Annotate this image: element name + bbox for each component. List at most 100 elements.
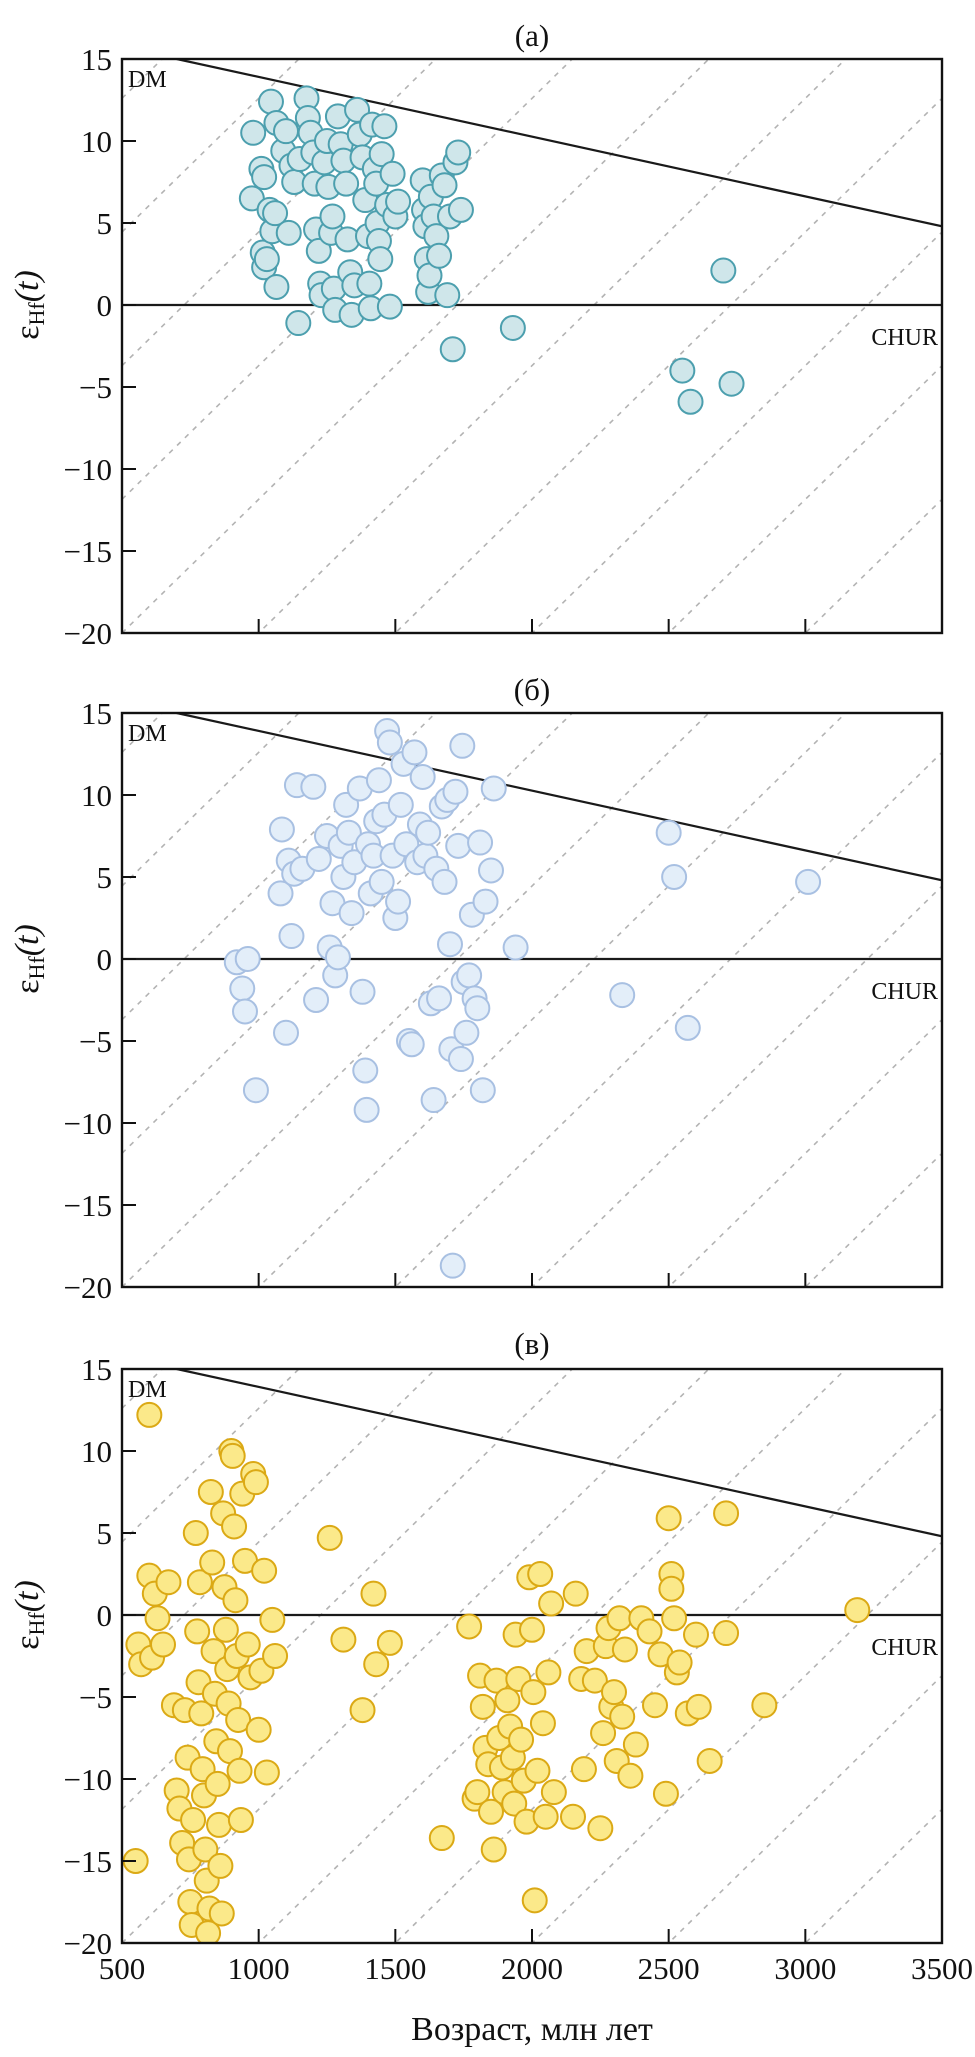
y-tick-label: −10 <box>64 452 112 487</box>
data-point <box>751 1692 778 1719</box>
data-point <box>333 170 360 197</box>
data-point <box>229 975 256 1002</box>
data-point <box>353 1096 380 1123</box>
data-point <box>253 246 280 273</box>
x-tick-label: 500 <box>99 1951 146 1986</box>
data-point <box>521 1887 548 1914</box>
x-axis-title: Возраст, млн лет <box>411 2011 653 2048</box>
chur-label: CHUR <box>871 1635 938 1661</box>
data-point <box>251 1557 278 1584</box>
data-point <box>368 141 395 168</box>
data-point <box>434 282 461 309</box>
plot-area <box>122 1369 942 1943</box>
evolution-line <box>122 1369 437 1677</box>
data-point <box>437 931 463 958</box>
data-point <box>356 270 383 297</box>
data-point <box>447 196 474 223</box>
plot-area <box>122 713 942 1287</box>
data-point <box>305 237 332 264</box>
data-point <box>718 370 745 397</box>
panel-2: (б) DM CHUR 15 10 5 0 −5 −10 −15 −20 εHf(t) <box>9 672 944 1305</box>
data-point <box>480 1836 507 1863</box>
x-tick-label: 2000 <box>501 1951 563 1986</box>
data-point <box>535 1659 562 1686</box>
data-point <box>234 946 261 972</box>
data-point <box>467 829 494 856</box>
data-point <box>658 1575 685 1602</box>
data-point <box>685 1693 712 1720</box>
dm-line <box>176 713 942 882</box>
panel-title: (б) <box>514 672 550 707</box>
data-point <box>601 1679 627 1706</box>
data-point <box>188 1700 215 1727</box>
y-tick-label: −20 <box>64 616 112 651</box>
data-point <box>234 1631 261 1658</box>
data-point <box>204 1770 231 1797</box>
data-point <box>242 1469 269 1496</box>
data-point <box>285 310 312 337</box>
data-point <box>300 773 327 800</box>
data-point <box>352 1057 379 1084</box>
data-point <box>221 1513 248 1540</box>
evolution-line <box>394 751 942 1287</box>
data-point <box>365 767 392 794</box>
data-point <box>439 336 466 363</box>
data-point <box>581 1667 608 1694</box>
data-point <box>464 995 491 1022</box>
data-point <box>449 732 476 759</box>
data-point <box>661 1605 688 1632</box>
y-tick-label: 10 <box>81 1434 112 1469</box>
y-tick-label: −10 <box>64 1762 112 1797</box>
data-point <box>415 819 442 846</box>
evolution-line <box>122 713 301 887</box>
x-tick-label: 2500 <box>638 1951 700 1986</box>
data-point <box>538 1590 565 1617</box>
data-point <box>439 1252 466 1279</box>
data-point <box>242 1077 269 1104</box>
x-tick-label: 1500 <box>364 1951 426 1986</box>
evolution-line <box>257 713 847 1287</box>
data-point <box>206 1811 233 1838</box>
data-point <box>267 880 294 907</box>
data-point <box>469 1077 496 1104</box>
data-point <box>431 868 458 895</box>
data-point <box>144 1605 171 1632</box>
data-point <box>376 729 403 756</box>
data-point <box>226 1757 253 1784</box>
data-point <box>696 1747 723 1774</box>
data-point <box>683 1621 709 1648</box>
data-point <box>480 775 507 802</box>
data-point <box>442 778 469 805</box>
data-point <box>642 1692 668 1719</box>
y-axis-title: εHf(t) <box>9 1580 49 1650</box>
data-point <box>262 1643 289 1669</box>
data-point <box>232 998 258 1025</box>
panel-title: (а) <box>515 18 549 53</box>
data-point <box>330 1626 357 1653</box>
data-point <box>251 164 278 191</box>
y-axis-title: εHf(t) <box>9 270 49 340</box>
data-point <box>527 1561 554 1587</box>
y-axis-title: εHf(t) <box>9 924 49 994</box>
data-point <box>385 188 412 215</box>
data-point <box>367 246 394 273</box>
data-point <box>225 1706 252 1733</box>
evolution-line <box>257 59 847 633</box>
data-point <box>227 1807 254 1833</box>
evolution-line <box>394 1407 942 1943</box>
data-point <box>453 1019 480 1046</box>
data-point <box>257 88 284 115</box>
evolution-line <box>394 97 942 633</box>
data-point <box>713 1620 740 1647</box>
data-point <box>273 1019 299 1046</box>
data-point <box>199 1549 226 1576</box>
data-point <box>387 791 414 818</box>
data-point <box>590 1720 617 1747</box>
data-point <box>532 1803 559 1830</box>
dm-label: DM <box>128 1377 167 1403</box>
data-point <box>520 1679 547 1706</box>
data-point <box>524 1757 551 1784</box>
data-point <box>401 739 428 766</box>
data-point <box>472 888 499 915</box>
y-tick-label: −15 <box>64 1188 112 1223</box>
